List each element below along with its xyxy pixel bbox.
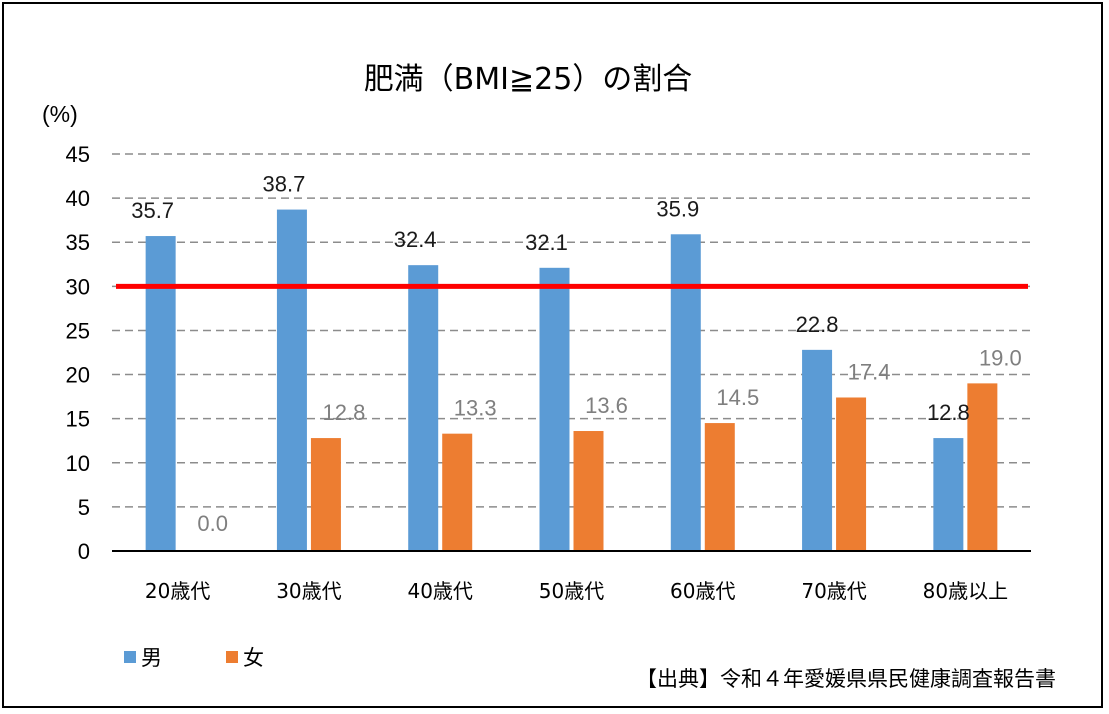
x-tick-label: 40歳代 bbox=[407, 579, 472, 603]
bar-male bbox=[539, 267, 570, 551]
y-tick-label: 5 bbox=[78, 495, 90, 520]
bar-male bbox=[933, 438, 964, 551]
y-tick-label: 30 bbox=[66, 274, 90, 299]
bar-male bbox=[802, 349, 833, 551]
data-label-female: 12.8 bbox=[323, 400, 366, 425]
chart-title: 肥満（BMI≧25）の割合 bbox=[364, 62, 693, 97]
bar-male bbox=[145, 236, 176, 551]
y-tick-label: 25 bbox=[66, 318, 90, 343]
legend-swatch bbox=[226, 651, 238, 663]
data-label-female: 13.3 bbox=[454, 396, 497, 421]
data-label-male: 12.8 bbox=[927, 400, 970, 425]
legend-swatch bbox=[124, 651, 136, 663]
source-annotation: 【出典】令和４年愛媛県県民健康調査報告書 bbox=[636, 667, 1056, 691]
y-tick-label: 15 bbox=[66, 407, 90, 432]
data-label-female: 19.0 bbox=[979, 345, 1022, 370]
x-tick-label: 20歳代 bbox=[145, 579, 210, 603]
data-label-female: 0.0 bbox=[197, 511, 228, 536]
bar-female bbox=[704, 423, 735, 551]
bars-layer bbox=[112, 209, 1031, 552]
x-tick-label: 60歳代 bbox=[670, 579, 735, 603]
labels-layer: 35.7 0.0 20歳代 38.7 12.8 30歳代 32.4 13.3 40歳代 32.1 1… bbox=[131, 172, 1022, 603]
data-label-male: 35.7 bbox=[131, 198, 174, 223]
y-tick-label: 35 bbox=[66, 230, 90, 255]
data-label-male: 32.1 bbox=[525, 230, 568, 255]
grid-layer: 0 5 10 15 20 25 30 35 40 45 bbox=[66, 142, 1031, 564]
data-label-female: 14.5 bbox=[716, 385, 759, 410]
x-tick-label: 50歳代 bbox=[539, 579, 604, 603]
legend-label: 女 bbox=[243, 646, 264, 670]
y-tick-label: 20 bbox=[66, 363, 90, 388]
data-label-male: 38.7 bbox=[263, 172, 306, 197]
bar-male bbox=[276, 209, 307, 551]
y-tick-label: 0 bbox=[78, 539, 90, 564]
legend-label: 男 bbox=[141, 646, 162, 670]
bar-female bbox=[836, 397, 867, 551]
bar-female bbox=[310, 438, 341, 551]
data-label-female: 17.4 bbox=[848, 359, 891, 384]
bar-female bbox=[442, 433, 473, 551]
x-tick-label: 30歳代 bbox=[276, 579, 341, 603]
data-label-male: 35.9 bbox=[656, 196, 699, 221]
bar-chart: 肥満（BMI≧25）の割合 (%) 0 5 10 15 20 25 30 35 40 45 35.… bbox=[42, 62, 1056, 691]
y-tick-label: 10 bbox=[66, 451, 90, 476]
bar-female bbox=[573, 431, 604, 551]
y-axis-unit: (%) bbox=[42, 101, 78, 127]
bar-female bbox=[967, 383, 998, 551]
y-tick-label: 40 bbox=[66, 186, 90, 211]
x-tick-label: 70歳代 bbox=[801, 579, 866, 603]
x-tick-label: 80歳以上 bbox=[923, 579, 1008, 603]
legend: 男女 bbox=[124, 646, 264, 670]
data-label-male: 32.4 bbox=[394, 227, 437, 252]
bar-male bbox=[670, 234, 701, 551]
y-tick-label: 45 bbox=[66, 142, 90, 167]
bar-male bbox=[408, 265, 439, 551]
data-label-male: 22.8 bbox=[796, 312, 839, 337]
data-label-female: 13.6 bbox=[585, 393, 628, 418]
